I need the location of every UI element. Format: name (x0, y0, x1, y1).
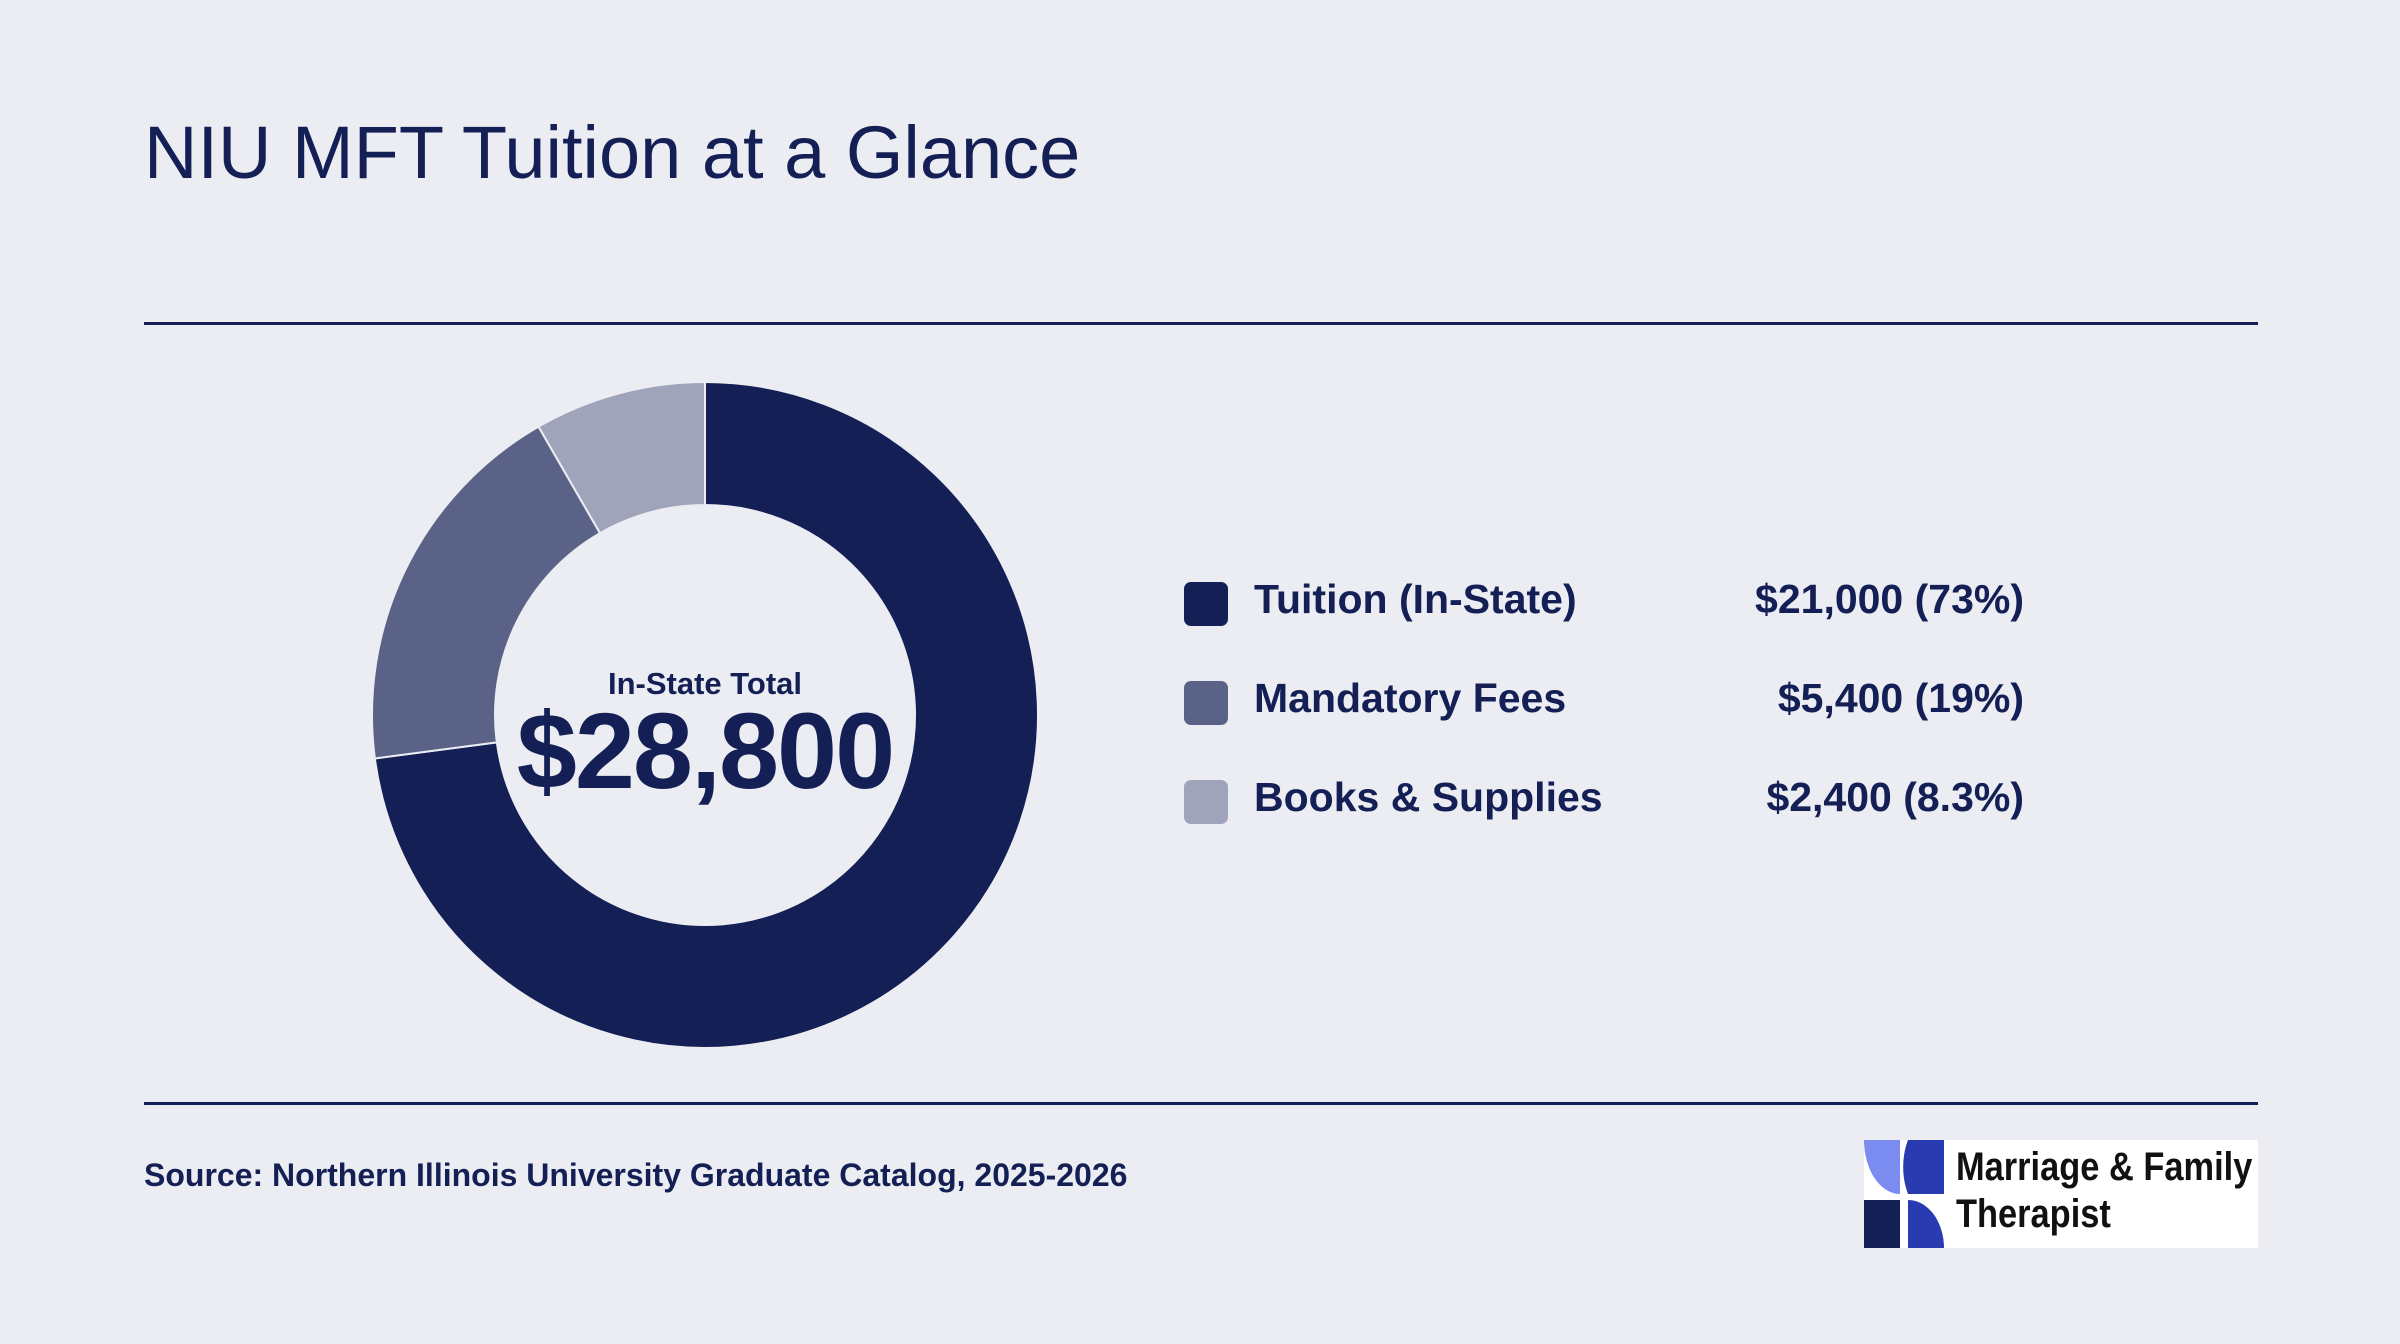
donut-slice-fees (371, 425, 602, 760)
legend-item-tuition: Tuition (In-State) $21,000 (73%) (1184, 570, 2024, 669)
donut-chart (371, 380, 1039, 1049)
logo-mark-icon (1864, 1140, 1944, 1248)
legend-label: Mandatory Fees (1254, 675, 1567, 721)
donut-center-label: In-State Total (607, 666, 803, 701)
donut-slice-books (537, 380, 706, 535)
logo-line-1: Marriage & Family (1956, 1145, 2253, 1189)
top-divider (144, 322, 2258, 325)
brand-logo: Marriage & Family Therapist (1864, 1140, 2258, 1248)
legend-swatch (1184, 582, 1228, 626)
donut-slice-tuition (373, 380, 1039, 1049)
page-title: NIU MFT Tuition at a Glance (144, 111, 1081, 194)
bottom-divider (144, 1102, 2258, 1105)
logo-wordmark: Marriage & Family Therapist (1956, 1144, 2252, 1238)
legend-value: $2,400 (8.3%) (1766, 774, 2024, 820)
legend-swatch (1184, 681, 1228, 725)
legend-swatch (1184, 780, 1228, 824)
chart-legend: Tuition (In-State) $21,000 (73%) Mandato… (1184, 570, 2024, 867)
legend-label: Tuition (In-State) (1254, 576, 1577, 622)
donut-center-value: $28,800 (516, 690, 895, 811)
legend-label: Books & Supplies (1254, 774, 1603, 820)
legend-value: $5,400 (19%) (1777, 675, 2024, 721)
legend-item-books: Books & Supplies $2,400 (8.3%) (1184, 768, 2024, 867)
logo-line-2: Therapist (1956, 1192, 2111, 1236)
legend-item-fees: Mandatory Fees $5,400 (19%) (1184, 669, 2024, 768)
legend-value: $21,000 (73%) (1755, 576, 2024, 622)
source-note: Source: Northern Illinois University Gra… (144, 1157, 1128, 1193)
